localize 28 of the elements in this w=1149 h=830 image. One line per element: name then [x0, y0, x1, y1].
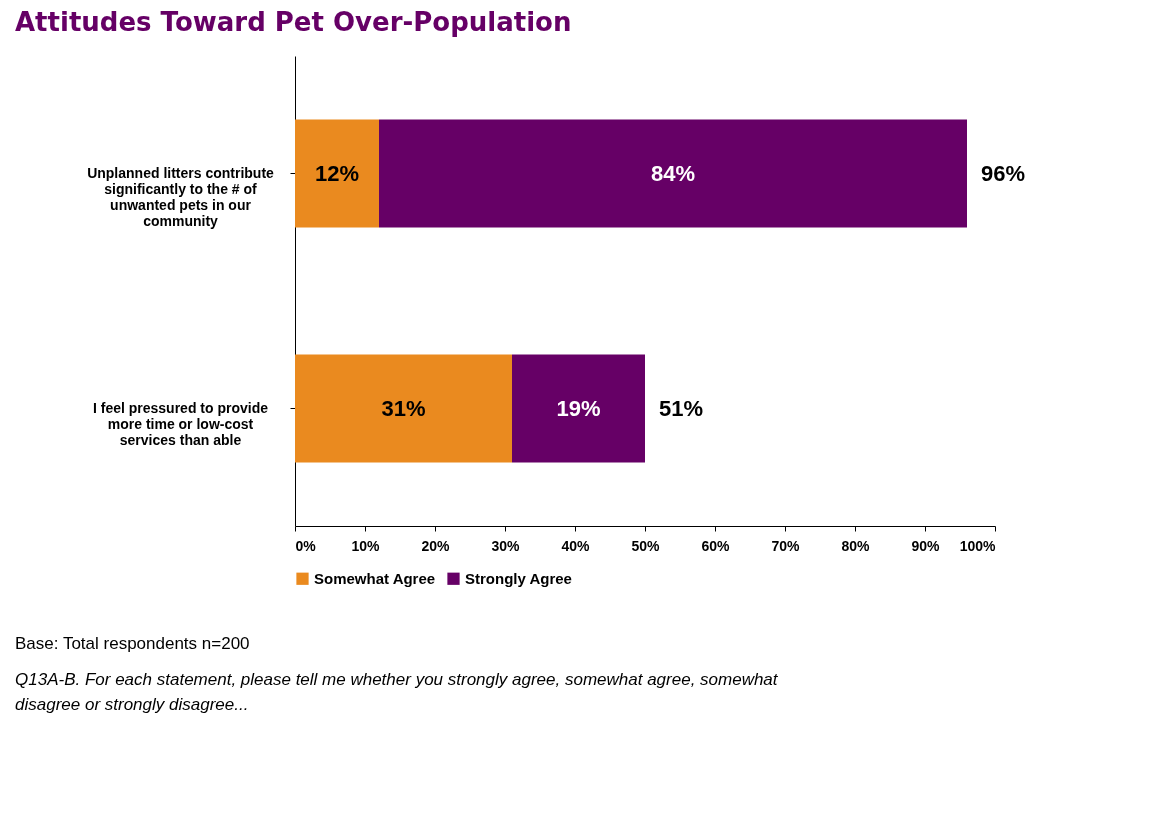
legend-label: Strongly Agree: [465, 569, 572, 587]
bar: [512, 354, 645, 463]
text: Q13A-B. For each statement, please tell me whether you strongly agree, somewhat agree, somewhat disagree or strongly disagree...: [15, 670, 779, 714]
x-tick-label: 80%: [841, 537, 871, 554]
data-label: 31%: [381, 395, 426, 421]
x-tick-label: 90%: [911, 537, 941, 554]
data-label: 19%: [556, 395, 601, 421]
x-tick-label: 60%: [701, 537, 731, 554]
legend-label: Somewhat Agree: [314, 569, 436, 587]
x-tick-label: 20%: [421, 537, 451, 554]
text: Base: Total respondents n=200: [15, 634, 250, 653]
data-label: 12%: [314, 160, 360, 186]
bar: [295, 354, 512, 463]
x-tick-label: 50%: [631, 537, 661, 554]
y-tick-label: Unplanned litters contribute significantly to the # of unwanted pets in our community: [87, 164, 275, 229]
x-tick-label: 10%: [351, 537, 381, 554]
x-tick-label: 0%: [295, 537, 317, 554]
x-tick-label: 70%: [771, 537, 801, 554]
bar: [379, 119, 967, 228]
total-label: 96%: [981, 160, 1026, 186]
x-tick-label: 100%: [959, 537, 997, 554]
x-tick-label: 40%: [561, 537, 591, 554]
bar: [295, 119, 379, 228]
data-label: 84%: [650, 160, 696, 186]
y-tick-label: I feel pressured to provide more time or low-cost services than able: [92, 399, 269, 448]
x-tick-label: 30%: [491, 537, 521, 554]
chart-title: Attitudes Toward Pet Over-Population: [15, 7, 572, 37]
total-label: 51%: [659, 395, 704, 421]
